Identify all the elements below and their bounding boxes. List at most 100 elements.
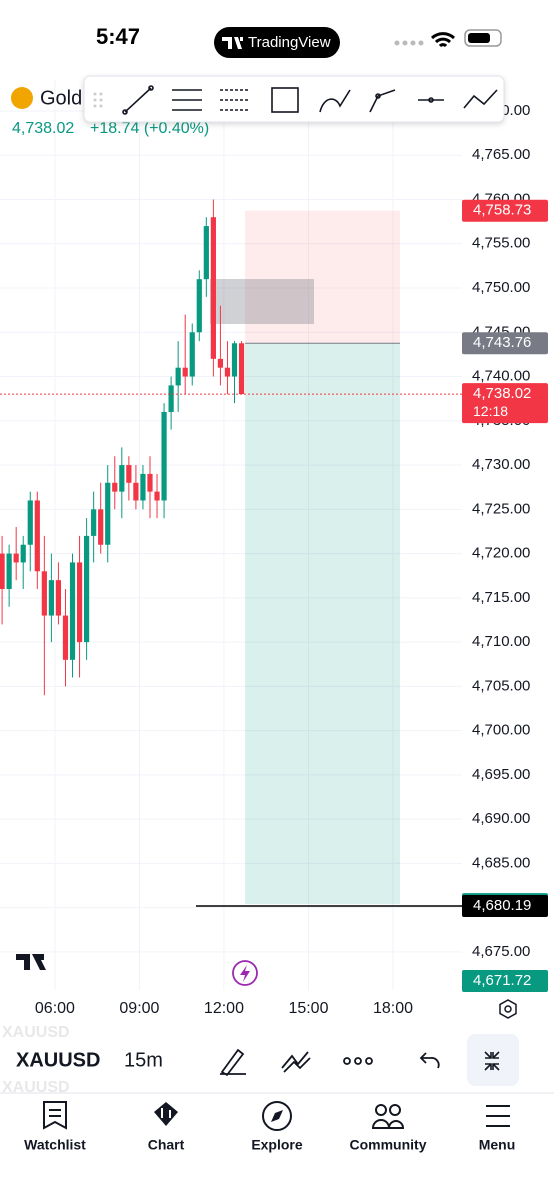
candle-body xyxy=(76,562,83,643)
candle-body xyxy=(231,343,238,377)
price-tag-label: 4,743.76 xyxy=(473,334,531,351)
y-tick-label: 4,675.00 xyxy=(472,943,530,960)
app-name: TradingView xyxy=(248,34,331,51)
price-tag xyxy=(462,969,548,992)
candle-body xyxy=(175,367,181,386)
tab-label[interactable]: Community xyxy=(350,1137,427,1153)
settings-icon xyxy=(504,1005,512,1013)
explore-icon xyxy=(262,1101,292,1131)
y-tick-label: 4,730.00 xyxy=(472,456,530,473)
candle-body xyxy=(27,500,33,545)
x-tick-label: 09:00 xyxy=(119,1000,159,1017)
watchlist-icon xyxy=(43,1101,67,1130)
gold-icon xyxy=(11,87,33,109)
candle-body xyxy=(182,367,188,377)
symbol-name[interactable]: Gold xyxy=(40,87,82,109)
candle-body xyxy=(189,332,195,377)
candle-body xyxy=(20,544,26,563)
lightning-button[interactable] xyxy=(232,960,258,986)
toolbar-buttons[interactable] xyxy=(220,1048,440,1077)
candle-body xyxy=(140,473,146,501)
candle-body xyxy=(84,535,90,643)
stop-zone xyxy=(245,210,401,344)
candle-body xyxy=(55,580,62,616)
community-icon xyxy=(371,1104,405,1129)
drawing-tools[interactable] xyxy=(93,85,498,115)
candle-body xyxy=(69,562,76,660)
candle-body xyxy=(0,553,5,589)
toolbar-symbol[interactable]: XAUUSD xyxy=(16,1049,100,1071)
candle-body xyxy=(224,367,231,377)
candle-body xyxy=(154,491,160,501)
clock: 5:47 xyxy=(96,24,140,49)
x-tick-label: 18:00 xyxy=(373,1000,413,1017)
y-tick-label: 4,755.00 xyxy=(472,235,530,252)
candle-body xyxy=(91,509,97,536)
menu-icon xyxy=(486,1105,510,1127)
signal-icon xyxy=(394,40,424,46)
app-pill xyxy=(214,27,340,58)
symbol-ghost: XAUUSD xyxy=(2,1079,70,1096)
candle-body xyxy=(41,571,47,616)
y-tick-label: 4,715.00 xyxy=(472,589,530,606)
collapse-icon xyxy=(484,1051,500,1071)
lightning-icon xyxy=(240,965,250,982)
last-price: 4,738.02 xyxy=(12,120,74,137)
candle-body xyxy=(98,509,104,545)
y-tick-label: 4,685.00 xyxy=(472,854,530,871)
y-tick-label: 4,705.00 xyxy=(472,677,530,694)
candle-body xyxy=(6,553,12,589)
candle-body xyxy=(217,358,224,368)
y-tick-label: 4,720.00 xyxy=(472,545,530,562)
y-tick-label: 4,695.00 xyxy=(472,766,530,783)
candle-body xyxy=(34,500,40,572)
candle-body xyxy=(238,343,245,395)
x-tick-label: 06:00 xyxy=(35,1000,75,1017)
tv-mini-logo xyxy=(222,37,243,49)
toolbar-interval[interactable]: 15m xyxy=(124,1049,163,1071)
price-tag-label: 4,738.02 xyxy=(473,385,531,402)
battery-level xyxy=(468,33,490,43)
explore-needle xyxy=(271,1110,283,1122)
settings-button[interactable] xyxy=(499,999,517,1019)
chart-icon xyxy=(154,1102,178,1126)
candle-body xyxy=(168,385,174,412)
price-tag xyxy=(462,332,548,355)
candle-body xyxy=(133,482,139,501)
candle-body xyxy=(105,482,111,545)
tab-label[interactable]: Menu xyxy=(479,1137,516,1153)
candle-body xyxy=(48,580,54,616)
price-tag xyxy=(462,894,548,917)
candle-body xyxy=(210,217,216,359)
price-tag xyxy=(462,383,548,424)
candle-body xyxy=(112,482,118,492)
candle-body xyxy=(161,411,167,501)
y-tick-label: 4,725.00 xyxy=(472,500,530,517)
y-tick-label: 4,710.00 xyxy=(472,633,530,650)
fullscreen-button[interactable] xyxy=(467,1034,519,1086)
price-tag xyxy=(462,199,548,222)
tab-label[interactable]: Watchlist xyxy=(24,1137,86,1153)
symbol-ghost: XAUUSD xyxy=(2,1024,70,1041)
candle-body xyxy=(203,226,209,280)
candle-body xyxy=(126,465,132,483)
price-tag-label: 4,758.73 xyxy=(473,202,531,219)
candle-body xyxy=(13,553,19,563)
selection-box xyxy=(210,279,314,324)
y-tick-label: 4,700.00 xyxy=(472,722,530,739)
x-tick-label: 15:00 xyxy=(288,1000,328,1017)
x-tick-label: 12:00 xyxy=(204,1000,244,1017)
chart-area: 06:0009:0012:0015:0018:004,770.004,765.0… xyxy=(0,80,548,1017)
wifi-icon xyxy=(430,32,456,48)
candle-body xyxy=(196,279,202,333)
tab-label[interactable]: Explore xyxy=(251,1137,303,1153)
tab-label[interactable]: Chart xyxy=(148,1137,185,1153)
tradingview-logo xyxy=(16,954,46,970)
y-tick-label: 4,750.00 xyxy=(472,279,530,296)
y-tick-label: 4,690.00 xyxy=(472,810,530,827)
price-tag-label: 4,671.72 xyxy=(473,972,531,989)
price-change: +18.74 (+0.40%) xyxy=(90,120,209,137)
